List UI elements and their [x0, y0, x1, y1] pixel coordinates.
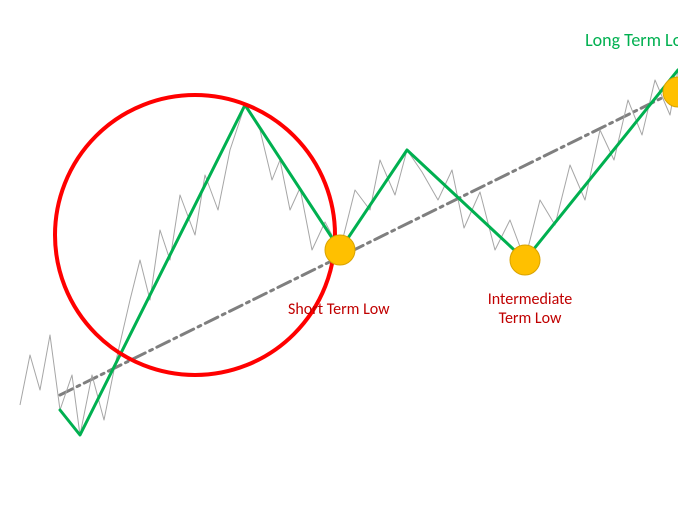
label-long-term-low: Long Term Low — [585, 30, 678, 52]
trend-line — [60, 90, 678, 395]
label-intermediate-term-low: Intermediate Term Low — [488, 290, 573, 328]
label-short-term-low: Short Term Low — [288, 300, 390, 319]
major-swing-line — [60, 70, 678, 435]
swing-low-marker — [510, 245, 540, 275]
swing-low-marker — [325, 235, 355, 265]
price-chart — [0, 0, 678, 523]
swing-low-marker — [663, 77, 678, 107]
